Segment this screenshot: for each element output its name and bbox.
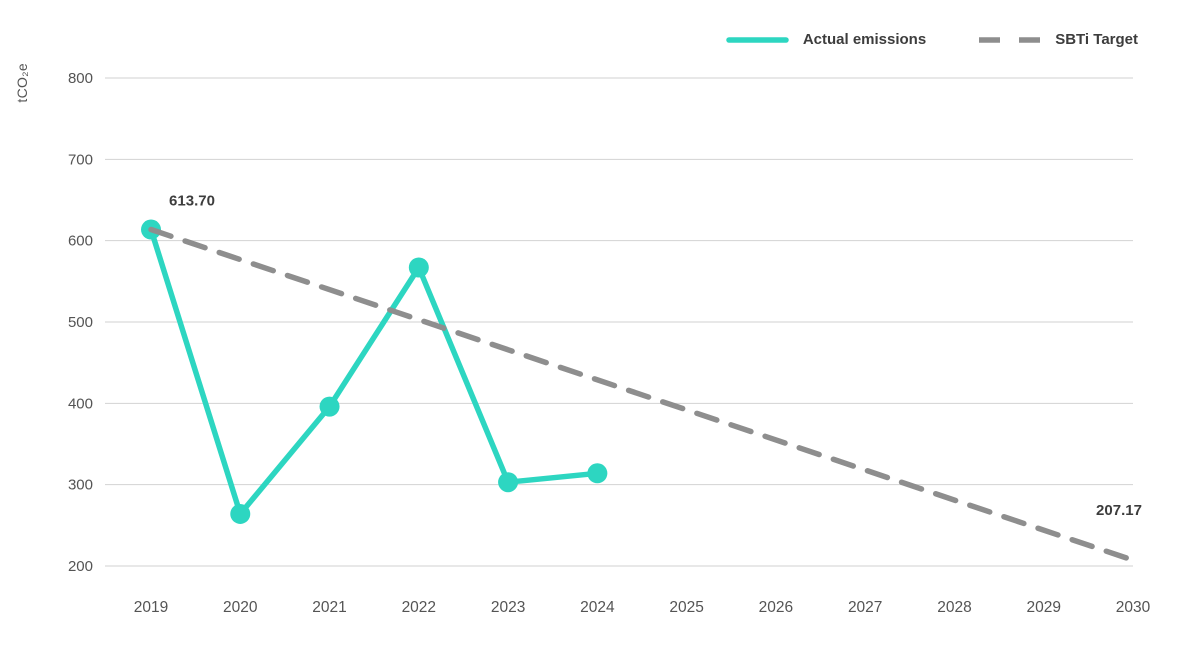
x-tick-label-2026: 2026 <box>759 599 793 616</box>
data-point-2022[interactable] <box>408 257 429 278</box>
solid-line-swatch <box>726 36 789 43</box>
legend: Actual emissions SBTi Target <box>725 31 1138 48</box>
legend-item-actual-emissions[interactable]: Actual emissions <box>725 31 926 48</box>
x-tick-label-2027: 2027 <box>848 599 882 616</box>
dashed-line-swatch <box>979 36 1043 43</box>
data-point-2023[interactable] <box>498 472 519 493</box>
x-tick-label-2020: 2020 <box>223 599 258 616</box>
x-tick-label-2029: 2029 <box>1026 599 1060 616</box>
legend-label-actual-emissions: Actual emissions <box>802 31 927 48</box>
y-tick-label-800: 800 <box>68 70 93 87</box>
value-label-2030: 207.17 <box>1096 502 1142 519</box>
legend-item-sbti-target[interactable]: SBTi Target <box>978 31 1138 48</box>
x-tick-label-2023: 2023 <box>491 599 525 616</box>
y-tick-label-300: 300 <box>68 477 93 494</box>
data-point-2024[interactable] <box>587 463 608 484</box>
x-tick-label-2024: 2024 <box>580 599 615 616</box>
x-tick-label-2019: 2019 <box>134 599 168 616</box>
x-tick-label-2025: 2025 <box>669 599 703 616</box>
x-tick-label-2028: 2028 <box>937 599 971 616</box>
y-tick-label-400: 400 <box>68 395 93 412</box>
y-tick-label-500: 500 <box>68 314 93 331</box>
series-line-sbti-target <box>148 226 1136 563</box>
x-tick-label-2022: 2022 <box>402 599 436 616</box>
data-point-2021[interactable] <box>319 396 340 417</box>
value-label-2019: 613.70 <box>169 193 215 210</box>
y-tick-label-700: 700 <box>68 151 93 168</box>
series-line-actual-emissions <box>148 226 601 517</box>
y-tick-label-600: 600 <box>68 233 93 250</box>
x-tick-label-2030: 2030 <box>1116 599 1151 616</box>
legend-label-sbti-target: SBTi Target <box>1055 31 1138 48</box>
y-tick-label-200: 200 <box>68 558 93 575</box>
x-tick-label-2021: 2021 <box>312 599 346 616</box>
data-point-2020[interactable] <box>230 503 251 524</box>
